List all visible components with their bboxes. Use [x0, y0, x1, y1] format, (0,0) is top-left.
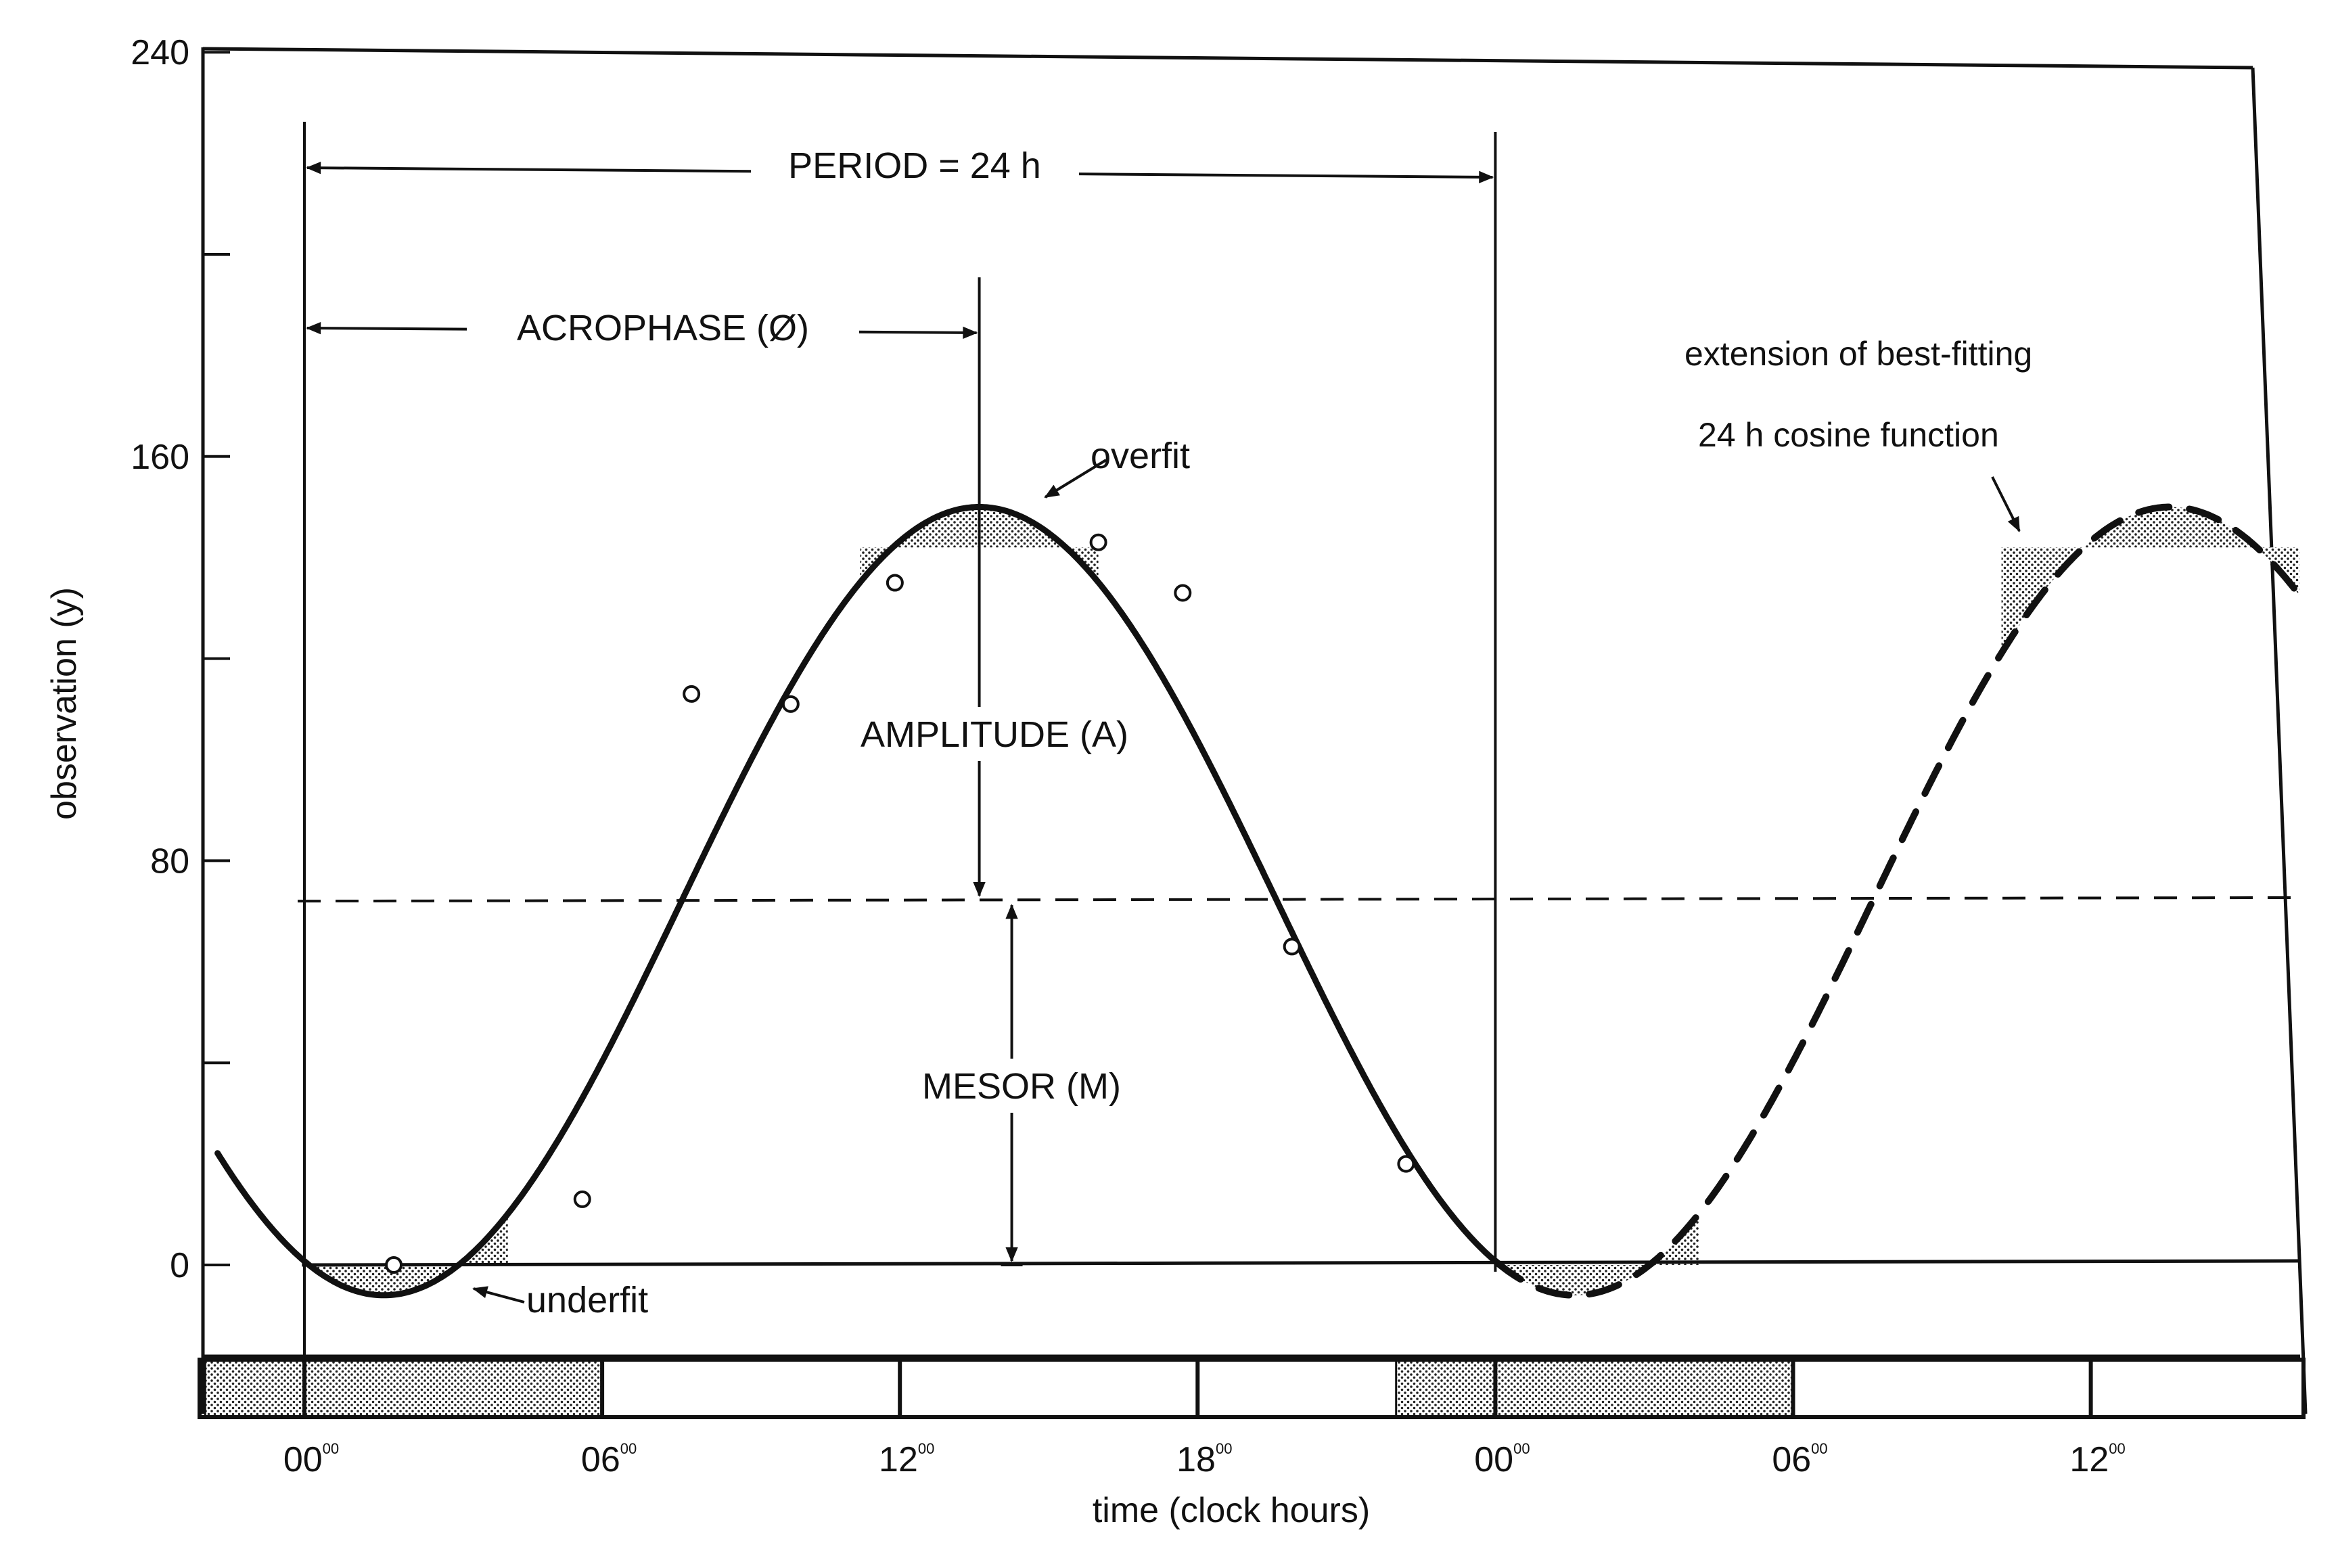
vertical-markers	[303, 122, 1497, 1356]
plot-frame	[201, 47, 2308, 1414]
x-tick-label-7: 1200	[2069, 1440, 2125, 1479]
acrophase-label-background	[467, 301, 859, 355]
x-tick-label-sup-7: 00	[2109, 1440, 2125, 1457]
annotations: PERIOD = 24 h ACROPHASE (Ø) AMPLITUDE (A…	[467, 139, 2032, 1320]
extension-label-line-2: 24 h cosine function	[1698, 416, 1999, 454]
dark-period-1	[204, 1358, 603, 1419]
x-tick-label-sup-5: 00	[1513, 1440, 1530, 1457]
mesor-label: MESOR (M)	[922, 1066, 1121, 1107]
observation-point-8	[1283, 938, 1301, 956]
x-tick-label-2: 0600	[581, 1440, 637, 1479]
light-dark-bar	[198, 1358, 2306, 1419]
extension-label-line-1: extension of best-fitting	[1684, 335, 2032, 373]
underfit-region-extension	[1495, 1214, 1699, 1295]
x-tick-label-sup-2: 00	[620, 1440, 637, 1457]
frame-top	[202, 47, 2253, 70]
frame-right	[2251, 67, 2308, 1414]
light-dark-bar-outline	[198, 1358, 2306, 1419]
observation-point-4	[781, 695, 800, 713]
x-tick-label-5: 0000	[1474, 1440, 1530, 1479]
x-tick-label-sup-4: 00	[1216, 1440, 1232, 1457]
overfit-label: overfit	[1091, 436, 1190, 476]
y-axis-title: observation (y)	[45, 587, 84, 820]
x-tick-label-3: 1200	[879, 1440, 934, 1479]
amplitude-label-background	[819, 707, 1170, 761]
observation-point-7	[1174, 584, 1192, 602]
observation-points	[385, 533, 1415, 1274]
x-tick-label-1: 0000	[283, 1440, 339, 1479]
cosine-fit-curve	[214, 504, 1498, 1299]
observation-point-3	[683, 685, 701, 703]
reference-lines	[297, 896, 2301, 1267]
zero-baseline	[302, 1259, 2301, 1267]
x-axis-title: time (clock hours)	[1093, 1491, 1370, 1530]
x-tick-label-4: 1800	[1176, 1440, 1232, 1479]
amplitude-label: AMPLITUDE (A)	[861, 714, 1128, 755]
period-label-background	[751, 139, 1079, 193]
overfit-region-extension	[2001, 507, 2299, 653]
observation-point-6	[1089, 533, 1107, 551]
x-axis: 0000 0600 1200 1800 0000 0600 1200	[283, 1440, 2126, 1479]
y-tick-label-160: 160	[131, 438, 189, 477]
mesor-line	[297, 896, 2297, 903]
x-tick-label-6: 0600	[1772, 1440, 1827, 1479]
cosine-extension-curve	[1492, 503, 2303, 1299]
underfit-label: underfit	[526, 1280, 648, 1320]
dark-period-2	[1395, 1358, 1794, 1419]
observation-point-1	[385, 1256, 403, 1274]
mesor-label-background	[886, 1059, 1157, 1113]
y-tick-label-240: 240	[131, 33, 189, 72]
y-tick-label-80: 80	[150, 841, 189, 881]
period-label: PERIOD = 24 h	[788, 145, 1041, 186]
x-tick-label-sup-1: 00	[323, 1440, 339, 1457]
x-tick-label-sup-3: 00	[918, 1440, 934, 1457]
overfit-pointer	[1044, 459, 1107, 499]
underfit-pointer	[472, 1286, 525, 1304]
observation-point-5	[886, 574, 904, 592]
y-axis: 0 80 160 240	[131, 33, 230, 1285]
observation-point-9	[1397, 1155, 1415, 1173]
x-tick-label-sup-6: 00	[1811, 1440, 1827, 1457]
extension-pointer	[1991, 476, 2021, 532]
acrophase-label: ACROPHASE (Ø)	[517, 308, 809, 348]
y-tick-label-0: 0	[170, 1246, 189, 1285]
underfit-region	[302, 1214, 508, 1295]
cosine-curves	[214, 503, 2303, 1299]
observation-point-2	[573, 1190, 591, 1208]
